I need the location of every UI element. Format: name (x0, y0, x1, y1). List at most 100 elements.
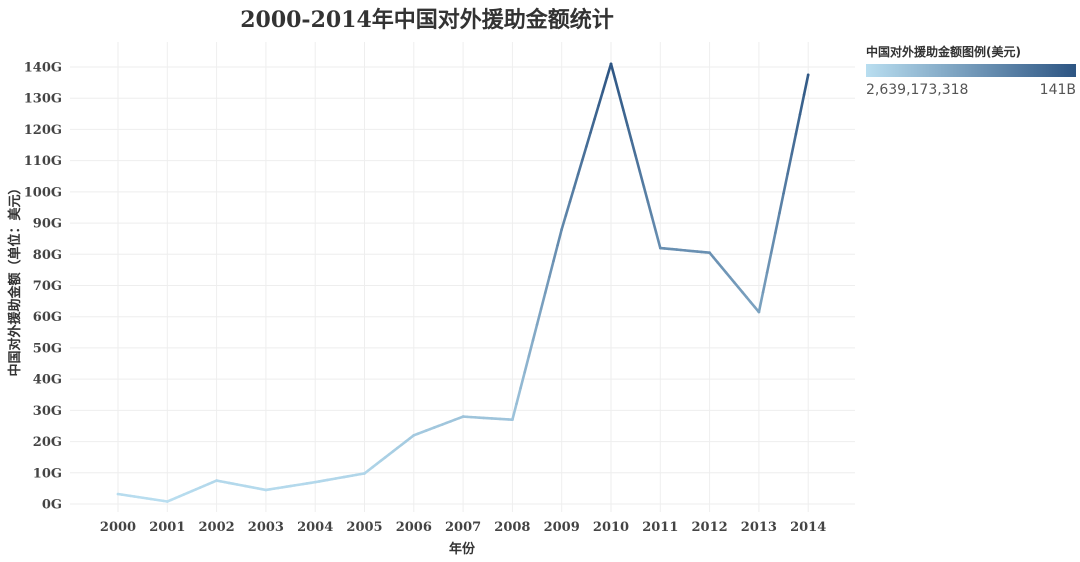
line-segment (580, 145, 588, 162)
x-tick-label: 2004 (297, 520, 333, 535)
line-segment (617, 93, 625, 112)
data-point (264, 488, 268, 492)
line-segment (515, 386, 522, 406)
line-segment (761, 271, 769, 294)
x-tick-label: 2002 (199, 520, 235, 535)
y-tick-label: 20G (33, 435, 62, 450)
x-tick-label: 2000 (100, 520, 136, 535)
data-point (412, 434, 416, 437)
data-point (609, 62, 613, 66)
x-tick-label: 2014 (790, 520, 826, 535)
chart-title: 2000-2014年中国对外援助金额统计 (240, 7, 614, 33)
line-segment (774, 211, 781, 235)
y-tick-label: 90G (33, 217, 62, 232)
line-segment (593, 103, 600, 121)
legend-min-label: 2,639,173,318 (866, 82, 968, 98)
line-segment (630, 139, 637, 158)
line-segment (794, 113, 802, 136)
y-tick-label: 130G (24, 92, 62, 107)
y-axis-label: 中国对外援助金额（单位：美元） (7, 181, 23, 376)
x-tick-label: 2005 (346, 520, 382, 535)
x-axis-ticks: 2000 2001 2002 2003 2004 2005 2006 2007 2008 2009… (100, 520, 826, 535)
x-tick-label: 2010 (593, 520, 629, 535)
x-tick-label: 2006 (396, 520, 432, 535)
line-segment (769, 231, 777, 255)
data-point (116, 492, 120, 496)
x-tick-label: 2003 (248, 520, 284, 535)
line-segment (782, 172, 789, 195)
data-point (757, 310, 761, 314)
line-segment (654, 231, 662, 250)
y-tick-label: 110G (24, 154, 62, 169)
data-point (166, 500, 169, 503)
line-segment (650, 216, 658, 234)
x-tick-label: 2008 (494, 520, 530, 535)
y-tick-label: 50G (33, 341, 62, 356)
line-segment (609, 62, 617, 81)
line-segment (798, 93, 806, 116)
line-segment (601, 76, 609, 93)
line-segment (568, 186, 576, 204)
data-point (659, 246, 662, 250)
legend-max-label: 141B (1040, 82, 1076, 98)
line-segment (572, 172, 580, 190)
y-axis-ticks: 0G 10G 20G 30G 40G 50G 60G 70G 80G 90G 100G 110G 120… (24, 61, 62, 513)
line-segment (535, 307, 543, 326)
line-segment (589, 117, 596, 135)
line-segment (519, 370, 527, 390)
x-tick-label: 2011 (642, 520, 678, 535)
line-segment (638, 170, 646, 188)
data-point (511, 418, 514, 422)
line-segment (757, 290, 765, 314)
y-tick-label: 140G (24, 61, 62, 76)
x-axis-label: 年份 (449, 541, 476, 557)
data-point (806, 73, 810, 77)
line-segment (790, 132, 798, 156)
line-segment (564, 200, 572, 217)
line-segment (585, 131, 592, 148)
x-tick-label: 2009 (544, 520, 580, 535)
line-segment (527, 339, 535, 358)
data-line (116, 62, 810, 503)
line-segment (539, 291, 547, 310)
line-segment (802, 73, 810, 96)
line-segment (511, 402, 518, 422)
data-point (363, 472, 366, 475)
legend-title: 中国对外援助金额图例(美元) (866, 44, 1021, 59)
y-tick-label: 100G (24, 185, 62, 200)
line-segment (786, 152, 794, 175)
line-segment (560, 214, 568, 231)
line-segment (576, 159, 584, 176)
y-tick-label: 80G (33, 248, 62, 263)
x-tick-label: 2001 (149, 520, 185, 535)
data-point (708, 251, 711, 255)
y-tick-label: 60G (33, 310, 62, 325)
gridlines (70, 42, 855, 512)
x-tick-label: 2013 (741, 520, 777, 535)
line-segment (646, 200, 654, 219)
line-segment (626, 123, 633, 142)
line-segment (613, 77, 621, 96)
y-tick-label: 120G (24, 123, 62, 138)
line-segment (531, 323, 539, 342)
data-point (313, 480, 317, 484)
data-point (560, 228, 563, 231)
line-segment (622, 108, 629, 127)
line-segment (634, 154, 642, 173)
x-tick-label: 2007 (445, 520, 481, 535)
line-segment (597, 90, 605, 107)
color-legend: 中国对外援助金额图例(美元) 2,639,173,318 141B (866, 44, 1076, 98)
y-tick-label: 0G (42, 498, 62, 513)
line-segment (543, 275, 551, 295)
y-tick-label: 40G (33, 373, 62, 388)
line-segment (778, 192, 785, 215)
x-tick-label: 2012 (692, 520, 728, 535)
data-point (461, 415, 465, 418)
y-tick-label: 10G (33, 466, 62, 481)
data-point (215, 479, 218, 482)
line-segment (556, 228, 564, 247)
legend-gradient-bar (866, 64, 1076, 77)
line-segment (548, 259, 555, 279)
line-segment (523, 354, 531, 374)
